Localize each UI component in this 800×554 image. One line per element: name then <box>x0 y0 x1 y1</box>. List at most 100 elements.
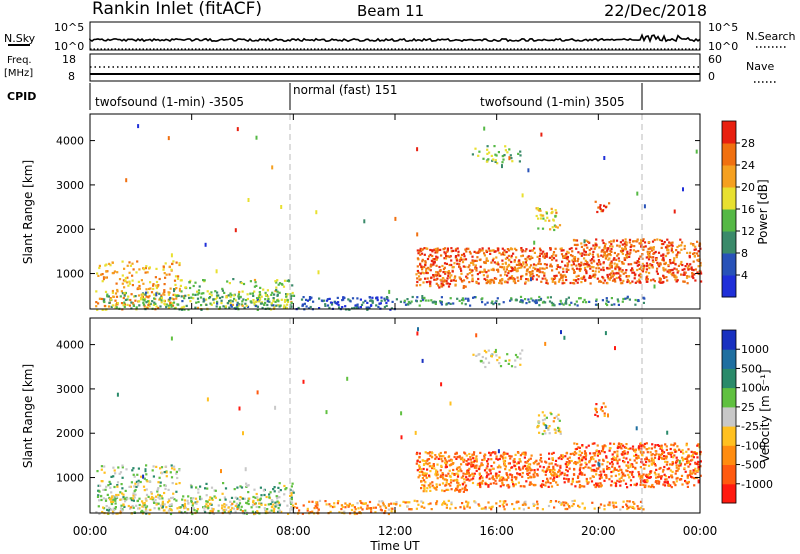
power-cell <box>666 270 669 273</box>
power-cell <box>652 246 655 249</box>
power-cell <box>155 305 158 308</box>
velocity-cell <box>475 460 478 463</box>
velocity-cell <box>461 502 464 505</box>
velocity-cell <box>134 493 137 496</box>
velocity-cell <box>431 467 434 470</box>
velocity-cell <box>251 510 254 513</box>
power-cell <box>226 280 229 283</box>
velocity-cell <box>157 507 160 510</box>
power-cell <box>666 247 669 250</box>
power-cell <box>593 276 596 279</box>
power-cell <box>658 277 661 280</box>
velocity-cell <box>650 447 653 450</box>
power-cell <box>143 299 146 302</box>
power-cell <box>134 299 137 302</box>
power-cell <box>256 305 259 308</box>
velocity-cell <box>127 504 130 508</box>
power-cell <box>424 260 427 263</box>
velocity-cell <box>159 481 162 484</box>
velocity-cell <box>126 497 129 500</box>
velocity-cell <box>662 451 666 454</box>
velocity-cell <box>254 496 257 499</box>
velocity-cell <box>557 426 560 429</box>
velocity-cell <box>687 465 690 468</box>
velocity-cell <box>167 509 170 512</box>
velocity-cell <box>444 463 448 466</box>
power-cell <box>98 264 101 267</box>
power-cell <box>680 273 683 276</box>
velocity-cell <box>113 469 116 472</box>
power-cell <box>126 276 129 279</box>
power-cell <box>677 251 680 254</box>
velocity-cell <box>549 500 552 503</box>
velocity-cell <box>548 457 551 460</box>
power-cell <box>574 239 577 242</box>
power-cell <box>449 297 452 300</box>
velocity-cell <box>448 474 451 478</box>
velocity-cell <box>670 486 673 489</box>
velocity-cell <box>627 461 630 464</box>
x-axis-ticks: 00:00 04:00 08:00 12:00 16:00 20:00 00:00 <box>73 114 717 538</box>
velocity-cell <box>680 450 683 453</box>
velocity-cell <box>256 510 259 513</box>
power-cell <box>681 241 684 244</box>
velocity-cell <box>693 477 696 480</box>
velocity-cell <box>619 468 622 471</box>
velocity-cell <box>222 482 225 485</box>
velocity-cell <box>502 452 505 455</box>
velocity-cell <box>478 476 482 479</box>
velocity-colorbar-tick-label: -25 <box>741 420 759 433</box>
velocity-cell <box>294 502 297 505</box>
power-cell <box>450 279 453 282</box>
velocity-cell <box>148 512 151 516</box>
velocity-cell <box>122 503 125 506</box>
power-cell <box>130 301 133 304</box>
power-cell <box>209 302 212 305</box>
power-cell <box>129 298 132 302</box>
velocity-cell <box>142 502 145 505</box>
power-cell <box>454 283 457 286</box>
power-cell <box>423 296 426 299</box>
velocity-cell <box>626 451 629 454</box>
power-cell <box>543 267 546 270</box>
velocity-cell <box>543 429 546 433</box>
power-cell <box>181 300 184 303</box>
power-cell <box>107 305 111 308</box>
velocity-cell <box>614 484 617 487</box>
velocity-cell <box>491 475 494 478</box>
velocity-cell <box>447 499 450 502</box>
power-cell <box>232 278 235 281</box>
velocity-cell <box>487 485 490 488</box>
velocity-cell <box>688 474 691 477</box>
power-cell <box>521 301 524 304</box>
velocity-cell <box>210 497 214 500</box>
velocity-cell <box>631 470 634 473</box>
power-cell <box>672 271 675 274</box>
power-cell <box>131 279 134 282</box>
velocity-cell <box>195 502 198 505</box>
velocity-cell <box>472 353 475 356</box>
power-cell <box>545 279 548 282</box>
power-cell <box>593 260 596 263</box>
power-cell <box>489 252 492 255</box>
power-cell <box>418 250 421 253</box>
power-cell <box>476 256 479 259</box>
velocity-cell <box>544 341 547 346</box>
velocity-cell <box>564 501 567 504</box>
velocity-cell <box>663 481 666 484</box>
velocity-cell <box>274 501 277 504</box>
velocity-cell <box>631 448 635 451</box>
velocity-cell <box>619 508 622 511</box>
power-cell <box>123 286 126 289</box>
velocity-cell <box>622 456 625 459</box>
power-cell <box>560 249 563 252</box>
velocity-cell <box>175 499 178 502</box>
velocity-cell <box>642 483 645 486</box>
velocity-cell <box>575 480 578 483</box>
velocity-cell <box>662 455 666 458</box>
velocity-cell <box>417 476 420 479</box>
velocity-cell <box>523 464 526 467</box>
velocity-cell <box>685 457 689 460</box>
x-tick-label: 00:00 <box>73 524 108 538</box>
power-cell <box>566 262 569 265</box>
